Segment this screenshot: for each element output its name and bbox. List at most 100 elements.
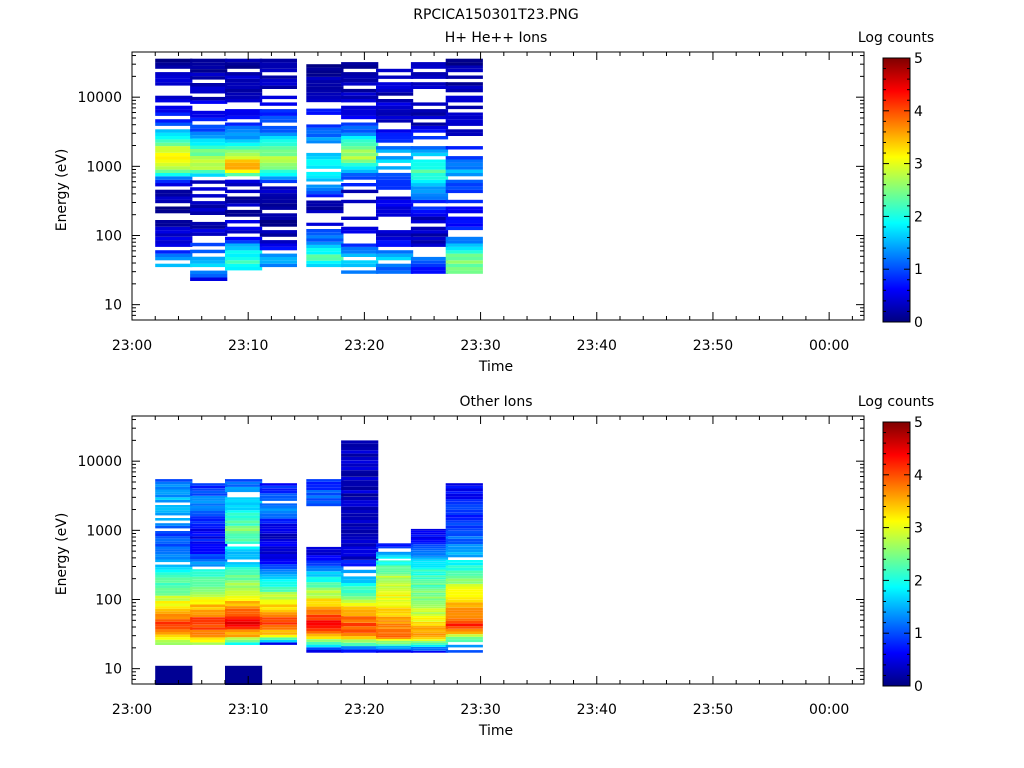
y-tick-label: 10000 — [77, 454, 122, 470]
heatmap-cell — [410, 240, 449, 244]
heatmap-cell — [190, 536, 228, 539]
heatmap-cell — [376, 623, 414, 626]
heatmap-cell — [225, 260, 263, 264]
heatmap-cell — [376, 621, 414, 624]
heatmap-cell — [259, 156, 297, 160]
heatmap-cell — [306, 650, 344, 653]
heatmap-cell — [341, 246, 379, 251]
y-tick-label: 10 — [104, 662, 122, 678]
heatmap-cell — [376, 613, 414, 616]
heatmap-cell — [306, 200, 344, 204]
heatmap-cell — [306, 584, 344, 588]
heatmap-cell — [376, 99, 414, 103]
heatmap-cell — [341, 579, 379, 583]
heatmap-cell — [306, 130, 344, 134]
heatmap-cell — [445, 628, 483, 632]
heatmap-cell — [259, 614, 297, 618]
heatmap-cell — [410, 600, 449, 603]
heatmap-cell — [155, 559, 193, 563]
heatmap-cell — [259, 642, 297, 645]
heatmap-cell — [410, 256, 449, 261]
colorbar-tick-label: 0 — [914, 679, 923, 695]
heatmap-cell — [155, 58, 193, 63]
heatmap-cell — [376, 627, 414, 629]
heatmap-cell — [410, 85, 449, 89]
heatmap-cell — [259, 506, 297, 509]
heatmap-cell — [306, 593, 344, 596]
heatmap-cell — [445, 250, 483, 254]
heatmap-cell — [259, 551, 297, 554]
heatmap-cell — [190, 559, 228, 562]
heatmap-cell — [155, 588, 193, 591]
heatmap-cell — [410, 575, 449, 578]
heatmap-cell — [410, 581, 449, 583]
heatmap-cell — [259, 569, 297, 572]
heatmap-cell — [259, 216, 297, 220]
heatmap-cell — [410, 550, 449, 553]
heatmap-cell — [155, 639, 193, 643]
heatmap-cell — [259, 193, 297, 197]
heatmap-cell — [306, 99, 344, 103]
heatmap-cell — [410, 193, 449, 197]
heatmap-cell — [410, 166, 449, 170]
heatmap-cell — [225, 166, 263, 170]
heatmap-cell — [190, 627, 228, 630]
heatmap-cell — [341, 72, 379, 76]
heatmap-cell — [341, 559, 379, 564]
heatmap-cell — [190, 561, 228, 565]
heatmap-cell — [225, 551, 263, 555]
heatmap-cell — [259, 220, 297, 224]
heatmap-cell — [341, 440, 379, 444]
heatmap-cell — [306, 260, 344, 264]
heatmap-cell — [445, 520, 483, 523]
heatmap-cell — [225, 246, 263, 251]
heatmap-cell — [410, 606, 449, 609]
colorbar — [882, 57, 911, 323]
heatmap-cell — [341, 626, 379, 630]
heatmap-cell — [225, 613, 263, 617]
heatmap-cell — [306, 576, 344, 580]
heatmap-cell — [155, 105, 193, 110]
heatmap-cell — [190, 533, 228, 537]
colorbar-tick-label: 2 — [914, 209, 923, 225]
heatmap-cell — [155, 543, 193, 547]
heatmap-cell — [259, 597, 297, 600]
heatmap-cell — [225, 149, 263, 153]
heatmap-cell — [445, 256, 483, 261]
heatmap-cell — [259, 531, 297, 534]
heatmap-cell — [410, 552, 449, 554]
heatmap-cell — [410, 534, 449, 537]
heatmap-cell — [306, 622, 344, 626]
heatmap-cell — [155, 82, 193, 86]
heatmap-cell — [445, 615, 483, 619]
heatmap-cell — [190, 624, 228, 628]
heatmap-cell — [410, 82, 449, 86]
heatmap-cell — [225, 152, 263, 157]
heatmap-cell — [410, 72, 449, 76]
heatmap-cell — [341, 576, 379, 580]
heatmap-cell — [445, 68, 483, 73]
heatmap-cell — [376, 645, 414, 648]
heatmap-cell — [225, 196, 263, 200]
heatmap-cell — [190, 591, 228, 595]
heatmap-cell — [376, 543, 414, 545]
heatmap-cells — [155, 58, 483, 281]
heatmap-cell — [341, 250, 379, 254]
heatmap-cell — [190, 263, 228, 268]
heatmap-cell — [410, 561, 449, 564]
heatmap-cell — [376, 635, 414, 638]
heatmap-cell — [259, 162, 297, 167]
heatmap-cell — [155, 523, 193, 526]
heatmap-cell — [376, 132, 414, 136]
heatmap-cell — [410, 109, 449, 113]
heatmap-cell — [410, 557, 449, 560]
heatmap-cell — [306, 73, 344, 77]
heatmap-cell — [341, 166, 379, 170]
heatmap-cell — [259, 538, 297, 542]
heatmap-cell — [190, 597, 228, 600]
heatmap-cell — [155, 109, 193, 113]
heatmap-cell — [225, 637, 263, 640]
heatmap-cell — [306, 178, 344, 182]
heatmap-cell — [190, 508, 228, 511]
heatmap-cell — [376, 582, 414, 585]
